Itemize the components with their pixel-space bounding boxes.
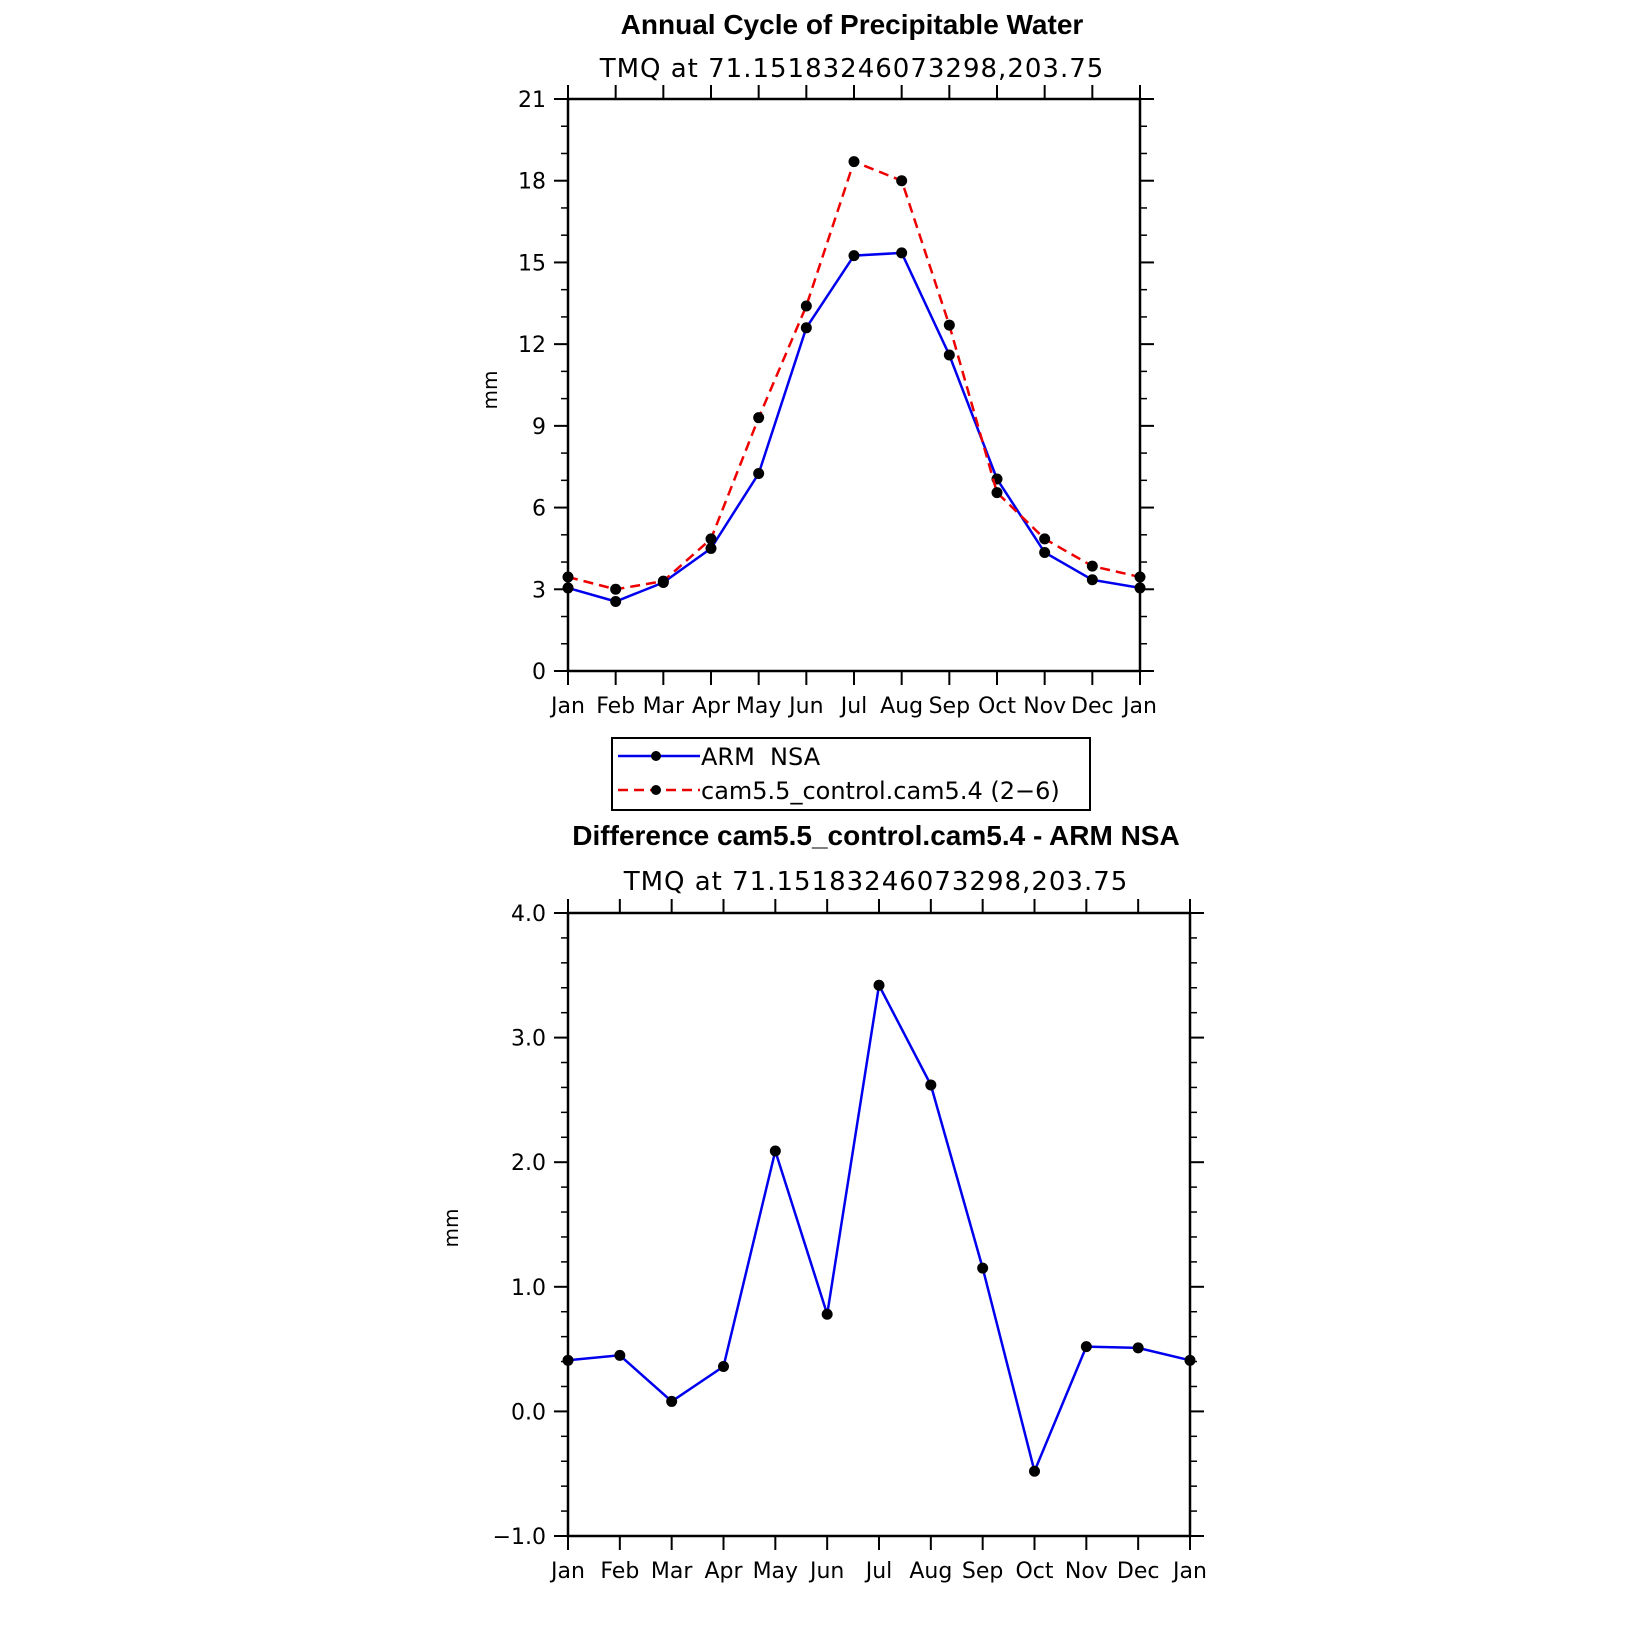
data-point-0	[562, 1354, 574, 1366]
chart2-plot-area: −1.0 0.0 1.0 2.0 3.0 4.0 Jan Feb Mar Apr May Jun Jul…	[493, 899, 1207, 1584]
data-point-0	[800, 322, 812, 334]
data-point-0	[1184, 1354, 1196, 1366]
chart2-ylabel: mm	[439, 1209, 463, 1248]
chart2-title: Difference cam5.5_control.cam5.4 - ARM N…	[572, 820, 1179, 851]
data-point-1	[657, 575, 669, 587]
data-point-0	[848, 250, 860, 262]
data-point-1	[991, 487, 1003, 499]
data-point-1	[753, 412, 765, 424]
data-point-0	[1134, 582, 1146, 594]
x-tick-label: Mar	[651, 1559, 693, 1584]
legend-label-cam: cam5.5_control.cam5.4 (2−6)	[701, 777, 1060, 805]
data-point-0	[925, 1079, 937, 1091]
data-point-1	[1039, 533, 1051, 545]
data-point-0	[666, 1395, 678, 1407]
chart1-plot-area: 0 3 6 9 12 15 18 21 Jan Feb Mar Apr May Jun Jul Aug Sep O…	[518, 85, 1157, 719]
x-tick-label: Nov	[1065, 1559, 1108, 1584]
x-tick-label: Jan	[1171, 1559, 1207, 1584]
y-tick-label: 9	[532, 415, 546, 440]
data-point-0	[896, 247, 908, 259]
data-point-0	[821, 1308, 833, 1320]
series-line-1	[567, 159, 1141, 591]
y-tick-label: 4.0	[511, 902, 546, 927]
data-point-0	[769, 1145, 781, 1157]
x-tick-label: Jan	[1121, 694, 1157, 719]
data-point-0	[1039, 547, 1051, 559]
y-tick-label: 3.0	[511, 1027, 546, 1052]
x-tick-label: Nov	[1023, 694, 1066, 719]
data-point-0	[614, 1349, 626, 1361]
data-point-1	[1134, 571, 1146, 583]
x-tick-label: Jul	[864, 1559, 893, 1584]
y-tick-label: −1.0	[493, 1525, 546, 1550]
x-tick-label: Dec	[1071, 694, 1114, 719]
x-tick-label: May	[736, 694, 781, 719]
chart2-subtitle: TMQ at 71.15183246073298,203.75	[623, 867, 1129, 897]
x-tick-label: Mar	[643, 694, 685, 719]
y-tick-label: 18	[518, 170, 546, 195]
x-tick-label: Dec	[1117, 1559, 1160, 1584]
data-point-0	[718, 1361, 729, 1373]
data-point-0	[1080, 1341, 1092, 1353]
data-point-0	[1086, 574, 1098, 586]
x-tick-label: Oct	[978, 694, 1016, 719]
x-tick-label: Feb	[600, 1559, 639, 1584]
x-tick-label: Sep	[929, 694, 970, 719]
data-point-0	[753, 468, 765, 480]
data-point-0	[977, 1262, 989, 1274]
legend-marker-arm	[651, 751, 661, 761]
x-tick-label: Jan	[549, 694, 585, 719]
data-point-0	[705, 542, 717, 554]
legend-label-arm: ARM NSA	[701, 743, 821, 771]
y-tick-label: 12	[518, 333, 546, 358]
x-tick-label: Aug	[909, 1559, 952, 1584]
series-line-0	[567, 251, 1141, 603]
x-tick-label: Oct	[1015, 1559, 1053, 1584]
y-tick-label: 6	[532, 497, 546, 522]
series-line-0	[567, 981, 1191, 1476]
y-tick-label: 0	[532, 660, 546, 685]
data-point-0	[562, 582, 574, 594]
x-tick-label: May	[753, 1559, 798, 1584]
x-tick-label: Apr	[692, 694, 731, 719]
x-tick-label: Jul	[839, 694, 868, 719]
chart1-legend: ARM NSA cam5.5_control.cam5.4 (2−6)	[611, 737, 1091, 811]
chart-annual-cycle: Annual Cycle of Precipitable Water TMQ a…	[478, 9, 1157, 811]
data-point-1	[1086, 560, 1098, 572]
y-tick-label: 3	[532, 578, 546, 603]
y-tick-label: 1.0	[511, 1276, 546, 1301]
chart1-subtitle: TMQ at 71.15183246073298,203.75	[599, 54, 1105, 84]
data-point-0	[1132, 1342, 1144, 1354]
x-tick-label: Feb	[596, 694, 635, 719]
chart1-ylabel: mm	[478, 371, 502, 410]
data-point-0	[873, 979, 885, 991]
data-point-0	[943, 349, 955, 361]
data-point-1	[896, 175, 908, 187]
data-point-1	[562, 571, 574, 583]
y-tick-label: 15	[518, 251, 546, 276]
x-tick-label: Aug	[880, 694, 923, 719]
y-tick-label: 0.0	[511, 1400, 546, 1425]
data-point-1	[705, 533, 717, 545]
x-tick-label: Jan	[549, 1559, 585, 1584]
chart-difference: Difference cam5.5_control.cam5.4 - ARM N…	[439, 820, 1207, 1584]
x-tick-label: Sep	[962, 1559, 1003, 1584]
legend-box	[611, 737, 1091, 811]
x-tick-label: Jun	[808, 1559, 844, 1584]
x-tick-label: Apr	[704, 1559, 743, 1584]
plot-frame	[566, 911, 1192, 1538]
data-point-1	[610, 583, 622, 595]
data-point-1	[800, 300, 812, 312]
chart1-title: Annual Cycle of Precipitable Water	[621, 9, 1084, 40]
x-tick-label: Jun	[787, 694, 823, 719]
y-tick-label: 21	[518, 88, 546, 113]
data-point-0	[1029, 1465, 1040, 1477]
y-tick-label: 2.0	[511, 1151, 546, 1176]
data-point-0	[610, 596, 622, 608]
data-point-1	[848, 156, 860, 168]
data-point-1	[943, 319, 955, 331]
legend-marker-cam	[651, 785, 661, 795]
